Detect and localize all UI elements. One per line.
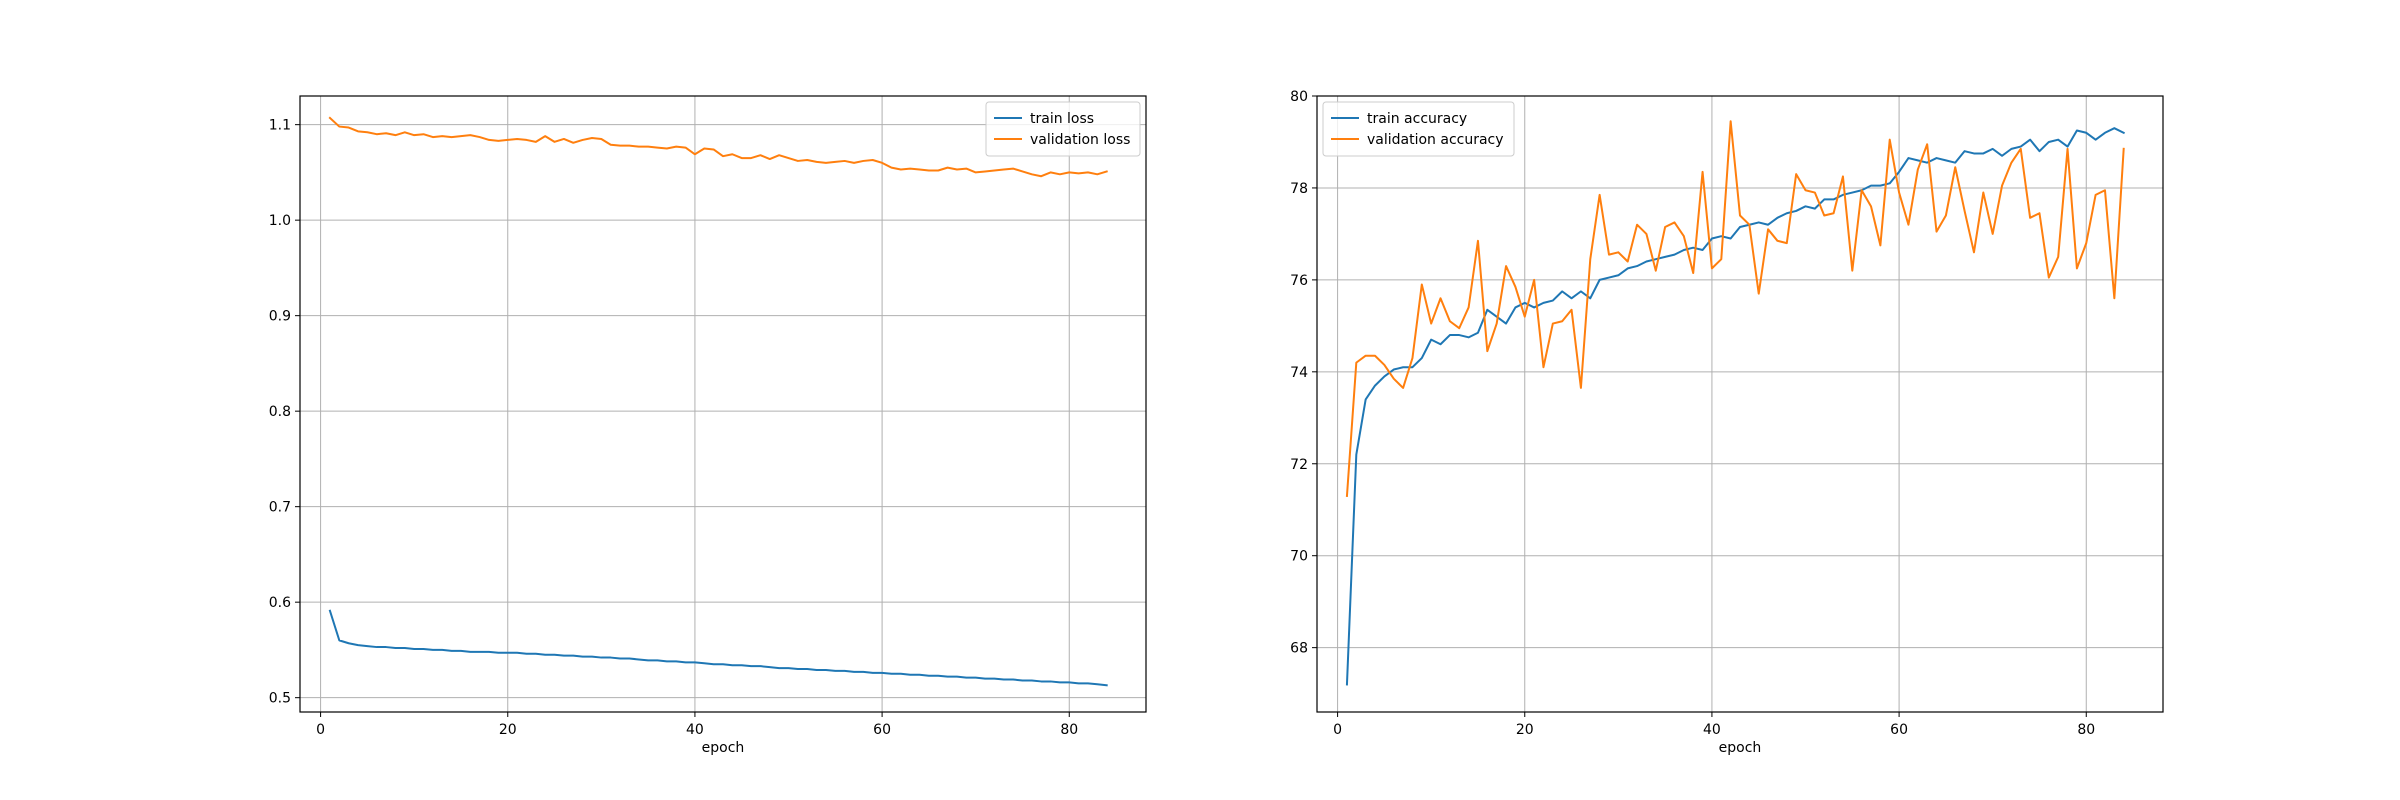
- chart1-xtick-label: 40: [1703, 722, 1721, 738]
- chart0-ytick-label: 0.5: [269, 691, 291, 707]
- chart0-ytick-label: 1.0: [269, 213, 291, 229]
- chart1-ytick-label: 72: [1290, 457, 1308, 473]
- chart0-legend-label: train loss: [1030, 111, 1094, 127]
- chart1-xaxis-label: epoch: [1719, 740, 1762, 756]
- chart0-legend: train loss validation loss: [986, 102, 1140, 156]
- chart0-ytick-label: 0.9: [269, 309, 291, 325]
- chart1-legend: train accuracy validation accuracy: [1323, 102, 1514, 156]
- chart1-xtick-label: 20: [1516, 722, 1534, 738]
- chart1-ytick-label: 68: [1290, 641, 1308, 657]
- chart1-ytick-label: 78: [1290, 181, 1308, 197]
- chart0-ytick-label: 0.6: [269, 595, 291, 611]
- chart0-ytick-label: 1.1: [269, 118, 291, 134]
- chart0-legend-label: validation loss: [1030, 132, 1130, 148]
- chart0-ytick-label: 0.7: [269, 500, 291, 516]
- chart0-xtick-label: 20: [499, 722, 517, 738]
- chart0-xtick-label: 60: [873, 722, 891, 738]
- chart1-xtick-label: 0: [1333, 722, 1342, 738]
- chart1-legend-label: validation accuracy: [1367, 132, 1504, 148]
- chart0-ytick-label: 0.8: [269, 404, 291, 420]
- chart0-xaxis-label: epoch: [702, 740, 745, 756]
- chart1-xtick-label: 60: [1890, 722, 1908, 738]
- chart1-xtick-label: 80: [2077, 722, 2095, 738]
- chart0-xtick-label: 0: [316, 722, 325, 738]
- chart1-legend-label: train accuracy: [1367, 111, 1467, 127]
- chart0-xtick-label: 80: [1060, 722, 1078, 738]
- chart1-ytick-label: 80: [1290, 89, 1308, 105]
- chart0-xtick-label: 40: [686, 722, 704, 738]
- chart1-ytick-label: 76: [1290, 273, 1308, 289]
- chart1-ytick-label: 74: [1290, 365, 1308, 381]
- chart1-ytick-label: 70: [1290, 549, 1308, 565]
